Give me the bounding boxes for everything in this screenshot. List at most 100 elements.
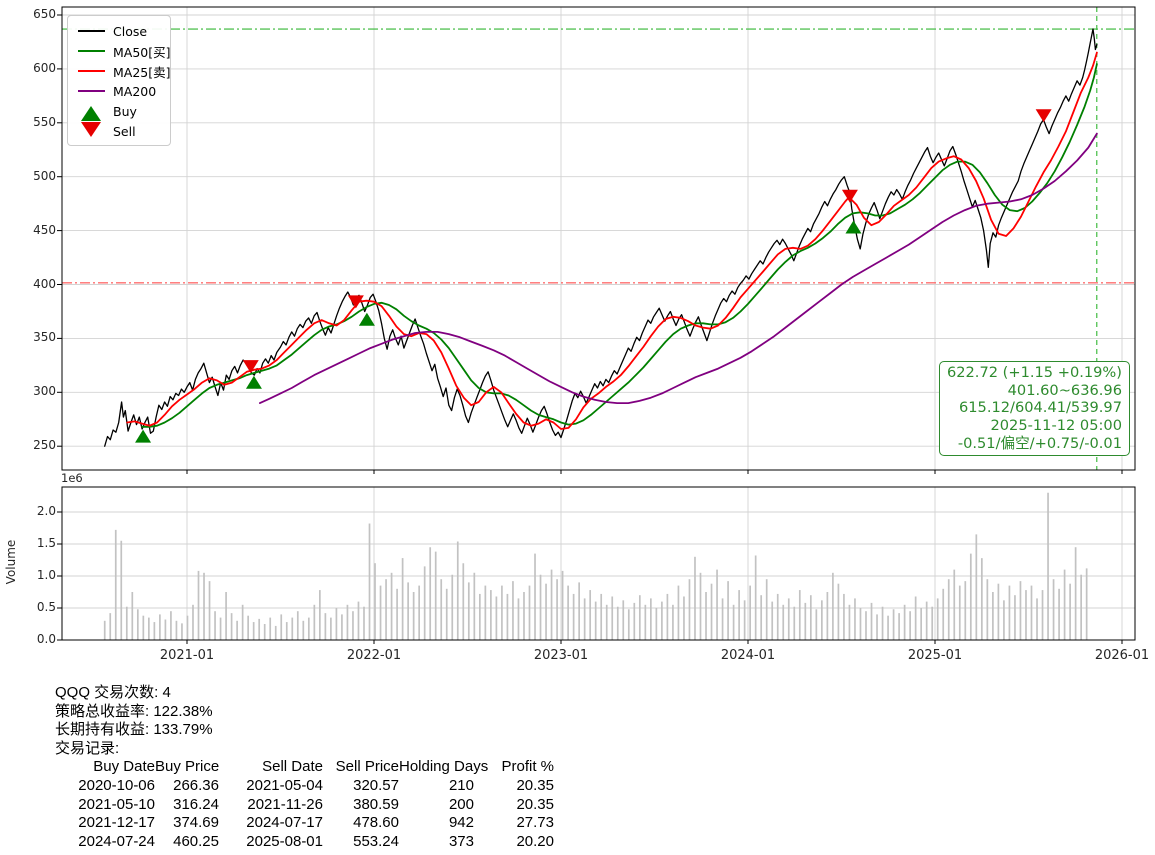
table-cell: 2021-05-04 (246, 776, 323, 794)
legend-item-close: Close (76, 21, 162, 41)
table-cell: 460.25 (173, 832, 219, 850)
volume-tick-label: 1.0 (36, 568, 56, 582)
x-tick-label: 2021-01 (159, 648, 215, 663)
y-tick-label: 550 (33, 114, 56, 129)
table-row: 2021-05-10 316.24 2021-11-26 380.59 200 20.35 (55, 796, 554, 815)
sell-marker (1035, 109, 1052, 123)
table-cell: 478.60 (353, 814, 399, 832)
table-cell: 2024-07-24 (78, 832, 155, 850)
x-tick-label: 2023-01 (533, 648, 589, 663)
volume-tick-label: 0.5 (36, 600, 56, 614)
buy-triangle-icon (81, 105, 101, 121)
summary-line: QQQ 交易次数: 4 (55, 684, 171, 701)
column-header: Holding Days (399, 758, 489, 776)
table-row: 2020-10-06 266.36 2021-05-04 320.57 210 20.35 (55, 777, 554, 796)
volume-axis-offset: 1e6 (61, 471, 83, 485)
sell-marker (242, 360, 259, 374)
table-cell: 27.73 (516, 814, 554, 832)
buy-marker (358, 312, 375, 326)
y-tick-label: 350 (33, 330, 56, 345)
x-tick-label: 2025-01 (907, 648, 963, 663)
summary-line: 交易记录: (55, 739, 120, 757)
volume-tick-label: 2.0 (36, 504, 56, 518)
table-cell: 20.35 (516, 776, 554, 794)
legend-item-sell: Sell (76, 121, 162, 141)
column-header: Sell Price (335, 758, 399, 776)
table-cell: 200 (448, 795, 474, 813)
sell-marker (841, 189, 858, 203)
legend-line-swatch (77, 90, 105, 92)
trade-table: Buy Date Buy Price Sell Date Sell Price Hold… (55, 758, 554, 851)
y-tick-label: 450 (33, 222, 56, 237)
table-cell: 2021-11-26 (247, 795, 323, 813)
chart-canvas (57, 6, 1136, 644)
table-cell: 374.69 (173, 814, 219, 832)
table-cell: 320.57 (353, 776, 399, 794)
annotation-line: 401.60~636.96 (1007, 381, 1122, 399)
table-cell: 2021-12-17 (78, 814, 155, 832)
legend-item-ma200: MA200 (76, 81, 162, 101)
buy-marker (135, 429, 152, 443)
table-cell: 942 (448, 814, 474, 832)
volume-panel-border (61, 486, 1136, 641)
series-ma200 (259, 132, 1098, 404)
y-tick-label: 500 (33, 168, 56, 183)
y-tick-label: 250 (33, 438, 56, 453)
legend-item-ma25: MA25[卖] (76, 61, 171, 81)
legend-item-buy: Buy (76, 101, 162, 121)
legend-line-swatch (77, 50, 105, 52)
y-tick-label: 400 (33, 276, 56, 291)
column-header: Buy Date (93, 758, 155, 776)
x-tick-label: 2024-01 (720, 648, 776, 663)
table-cell: 316.24 (173, 795, 219, 813)
legend-line-swatch (77, 70, 105, 72)
table-cell: 2021-05-10 (78, 795, 155, 813)
volume-tick-label: 0.0 (36, 632, 56, 646)
table-row: 2021-12-17 374.69 2024-07-17 478.60 942 27.73 (55, 814, 554, 833)
series-ma25 (126, 51, 1098, 430)
table-cell: 20.35 (516, 795, 554, 813)
table-cell: 380.59 (353, 795, 399, 813)
y-tick-label: 600 (33, 60, 56, 75)
x-tick-label: 2026-01 (1094, 648, 1150, 663)
table-row: 2024-07-24 460.25 2025-08-01 553.24 373 20.20 (55, 833, 554, 852)
legend-swatch (76, 30, 106, 32)
volume-axis-title: Volume (4, 539, 18, 585)
legend-label: Sell (113, 123, 136, 139)
table-cell: 2024-07-17 (246, 814, 323, 832)
summary-line: 策略总收益率: 122.38% (55, 702, 213, 720)
summary-block: QQQ 交易次数: 4 策略总收益率: 122.38% 长期持有收益: 133.79… (55, 684, 554, 851)
buy-marker (845, 220, 862, 234)
legend-marker-swatch (76, 121, 106, 137)
series-ma50 (141, 63, 1098, 428)
table-cell: 20.20 (516, 832, 554, 850)
legend: Close MA50[买] MA25[卖] MA200 Buy Sell (67, 15, 171, 146)
table-cell: 2020-10-06 (78, 776, 155, 794)
y-tick-label: 650 (33, 7, 56, 21)
sell-marker (347, 295, 364, 309)
table-cell: 210 (448, 776, 474, 794)
legend-label: Close (113, 23, 148, 39)
legend-item-ma50: MA50[买] (76, 41, 171, 61)
legend-label: Buy (113, 103, 137, 119)
summary-line: 长期持有收益: 133.79% (55, 721, 213, 739)
volume-tick-label: 1.5 (36, 536, 56, 550)
legend-label: MA200 (113, 83, 157, 99)
column-header: Profit % (501, 758, 554, 776)
column-header: Sell Date (262, 758, 323, 776)
y-tick-label: 300 (33, 384, 56, 399)
table-cell: 373 (448, 832, 474, 850)
column-header: Buy Price (155, 758, 220, 776)
trade-table-header: Buy Date Buy Price Sell Date Sell Price Hold… (55, 758, 554, 777)
annotation-line: 622.72 (+1.15 +0.19%) (946, 364, 1122, 381)
legend-swatch (76, 70, 106, 72)
x-tick-label: 2022-01 (346, 648, 402, 663)
price-panel-border (61, 6, 1136, 471)
legend-marker-swatch (76, 105, 106, 121)
legend-label: MA50[买] (113, 44, 171, 60)
legend-swatch (76, 50, 106, 52)
buy-marker (245, 375, 262, 389)
table-cell: 266.36 (173, 776, 219, 794)
annotation-line: 615.12/604.41/539.97 (958, 399, 1122, 417)
